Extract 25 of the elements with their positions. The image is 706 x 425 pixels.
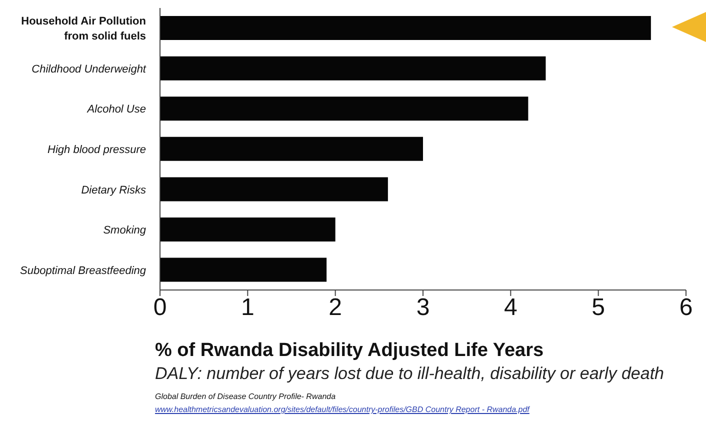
y-tick-label: Smoking <box>103 224 147 237</box>
bar <box>160 217 336 242</box>
y-tick-label: Alcohol Use <box>86 104 146 116</box>
x-tick-label: 1 <box>240 294 254 322</box>
x-tick-label: 4 <box>504 294 518 322</box>
text: Global Burden of Disease Country Profile- Rwanda <box>155 392 336 401</box>
bar <box>160 16 651 40</box>
x-tick-label: 6 <box>679 294 693 322</box>
y-tick-label: Household Air Pollution from solid fuels <box>21 16 146 43</box>
y-tick-label: Childhood Underweight <box>32 63 147 76</box>
x-tick-label: 3 <box>416 294 430 322</box>
x-axis-title: % of Rwanda Disability Adjusted Life Years <box>155 340 544 362</box>
bar <box>160 136 423 161</box>
y-tick-label: Dietary Risks <box>81 184 146 196</box>
x-tick-label: 2 <box>328 294 342 322</box>
text: www.healthmetricsandevaluation.org/sites/default/files/country-profiles/GBD Country Report - Rwanda.pdf <box>155 405 530 414</box>
bar <box>160 56 546 80</box>
y-tick-label: Suboptimal Breastfeeding <box>20 264 147 277</box>
x-tick-label: 5 <box>592 294 606 322</box>
y-tick-label: High blood pressure <box>48 144 146 156</box>
x-tick-label: 0 <box>153 294 167 322</box>
bar <box>160 258 327 282</box>
bar <box>160 177 388 202</box>
text: DALY: number of years lost due to ill-health, disability or early death <box>155 364 664 384</box>
bar <box>160 96 528 121</box>
